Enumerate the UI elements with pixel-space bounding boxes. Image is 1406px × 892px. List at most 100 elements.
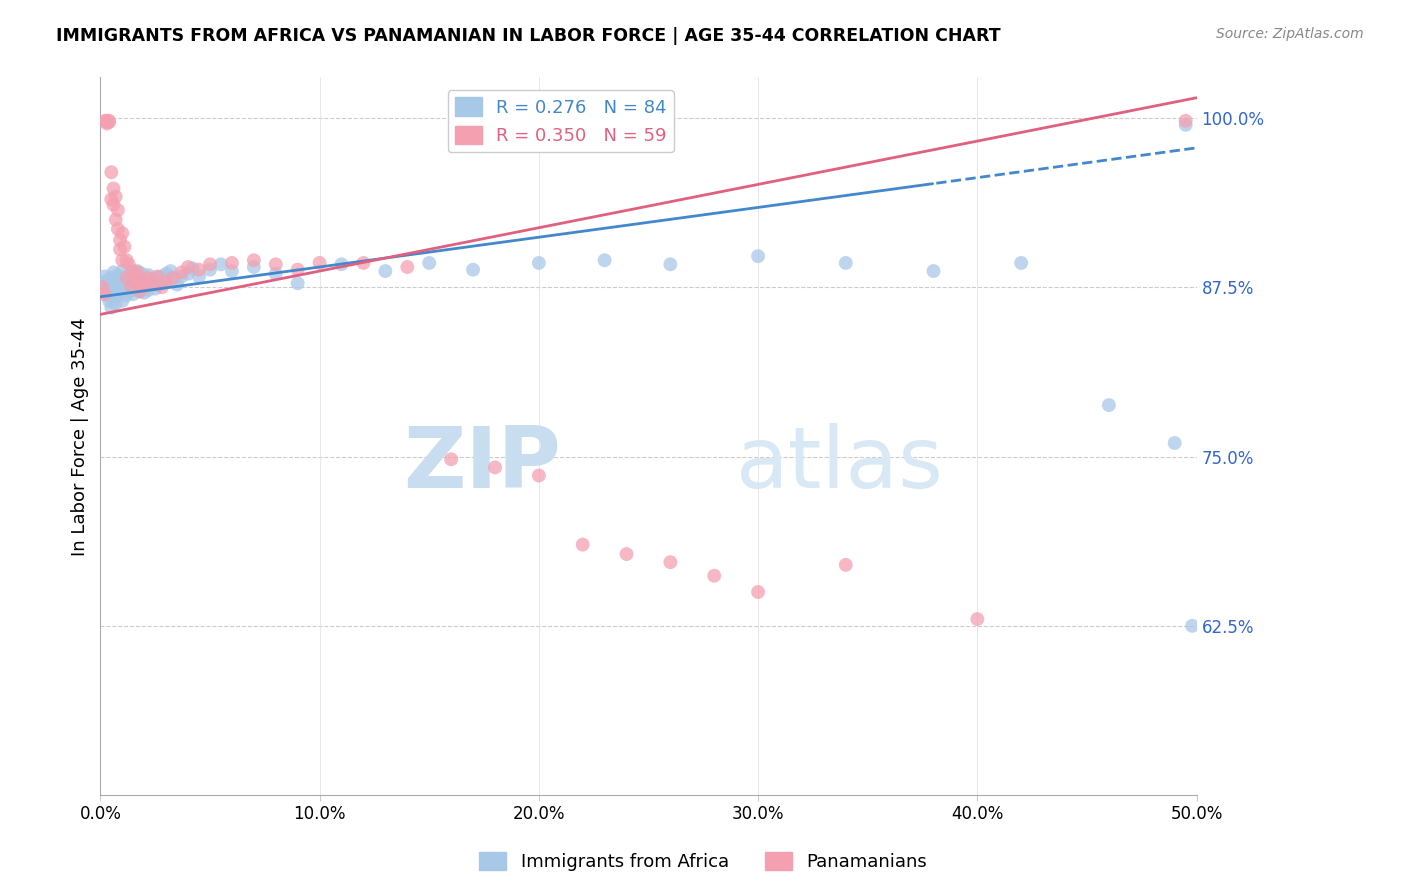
- Point: [593, 253, 616, 268]
- Point: [118, 272, 141, 286]
- Point: [155, 267, 177, 281]
- Point: [287, 262, 309, 277]
- Point: [418, 256, 440, 270]
- Point: [111, 293, 134, 308]
- Point: [118, 257, 141, 271]
- Point: [93, 285, 115, 299]
- Point: [104, 212, 127, 227]
- Point: [134, 274, 156, 288]
- Point: [120, 265, 142, 279]
- Point: [163, 270, 186, 285]
- Point: [114, 283, 136, 297]
- Point: [138, 268, 160, 282]
- Point: [177, 267, 200, 281]
- Point: [243, 260, 266, 274]
- Legend: R = 0.276   N = 84, R = 0.350   N = 59: R = 0.276 N = 84, R = 0.350 N = 59: [447, 90, 673, 153]
- Point: [703, 568, 725, 582]
- Point: [264, 257, 287, 271]
- Point: [115, 253, 138, 268]
- Point: [93, 113, 115, 128]
- Point: [966, 612, 988, 626]
- Point: [1163, 436, 1185, 450]
- Point: [659, 257, 682, 271]
- Point: [107, 288, 129, 302]
- Point: [120, 279, 142, 293]
- Point: [100, 192, 122, 206]
- Point: [96, 115, 118, 129]
- Text: atlas: atlas: [737, 424, 945, 507]
- Point: [396, 260, 419, 274]
- Point: [131, 274, 153, 288]
- Point: [91, 280, 114, 294]
- Point: [108, 233, 131, 247]
- Point: [221, 256, 243, 270]
- Point: [308, 256, 330, 270]
- Point: [111, 226, 134, 240]
- Point: [124, 283, 146, 297]
- Point: [134, 279, 156, 293]
- Point: [155, 275, 177, 289]
- Point: [131, 267, 153, 281]
- Point: [157, 272, 180, 286]
- Point: [143, 282, 166, 296]
- Point: [922, 264, 945, 278]
- Point: [181, 261, 204, 276]
- Point: [104, 189, 127, 203]
- Point: [108, 277, 131, 292]
- Point: [198, 257, 221, 271]
- Point: [107, 203, 129, 218]
- Point: [115, 277, 138, 291]
- Point: [153, 275, 176, 289]
- Point: [103, 181, 125, 195]
- Point: [96, 116, 118, 130]
- Point: [162, 270, 184, 285]
- Point: [108, 243, 131, 257]
- Point: [115, 270, 138, 285]
- Point: [243, 253, 266, 268]
- Point: [100, 285, 122, 299]
- Point: [111, 264, 134, 278]
- Point: [103, 265, 125, 279]
- Point: [114, 240, 136, 254]
- Point: [118, 285, 141, 299]
- Point: [100, 301, 122, 315]
- Point: [98, 293, 121, 308]
- Point: [104, 285, 127, 300]
- Point: [111, 253, 134, 268]
- Point: [221, 264, 243, 278]
- Point: [188, 262, 211, 277]
- Point: [150, 280, 173, 294]
- Point: [93, 269, 115, 284]
- Point: [103, 277, 125, 292]
- Point: [128, 272, 150, 286]
- Point: [170, 269, 193, 284]
- Text: Source: ZipAtlas.com: Source: ZipAtlas.com: [1216, 27, 1364, 41]
- Point: [122, 275, 145, 289]
- Point: [111, 277, 134, 291]
- Point: [440, 452, 463, 467]
- Point: [835, 558, 858, 572]
- Point: [177, 260, 200, 274]
- Point: [122, 287, 145, 301]
- Point: [209, 257, 232, 271]
- Point: [128, 285, 150, 299]
- Point: [115, 288, 138, 302]
- Point: [128, 285, 150, 299]
- Point: [146, 269, 169, 284]
- Point: [527, 468, 550, 483]
- Point: [104, 296, 127, 310]
- Legend: Immigrants from Africa, Panamanians: Immigrants from Africa, Panamanians: [472, 845, 934, 879]
- Point: [127, 265, 149, 279]
- Point: [571, 538, 593, 552]
- Point: [146, 270, 169, 285]
- Point: [148, 277, 170, 292]
- Point: [138, 270, 160, 285]
- Point: [374, 264, 396, 278]
- Point: [93, 287, 115, 301]
- Point: [835, 256, 858, 270]
- Point: [100, 270, 122, 285]
- Point: [135, 280, 157, 294]
- Point: [659, 555, 682, 569]
- Y-axis label: In Labor Force | Age 35-44: In Labor Force | Age 35-44: [72, 317, 89, 556]
- Point: [91, 277, 114, 291]
